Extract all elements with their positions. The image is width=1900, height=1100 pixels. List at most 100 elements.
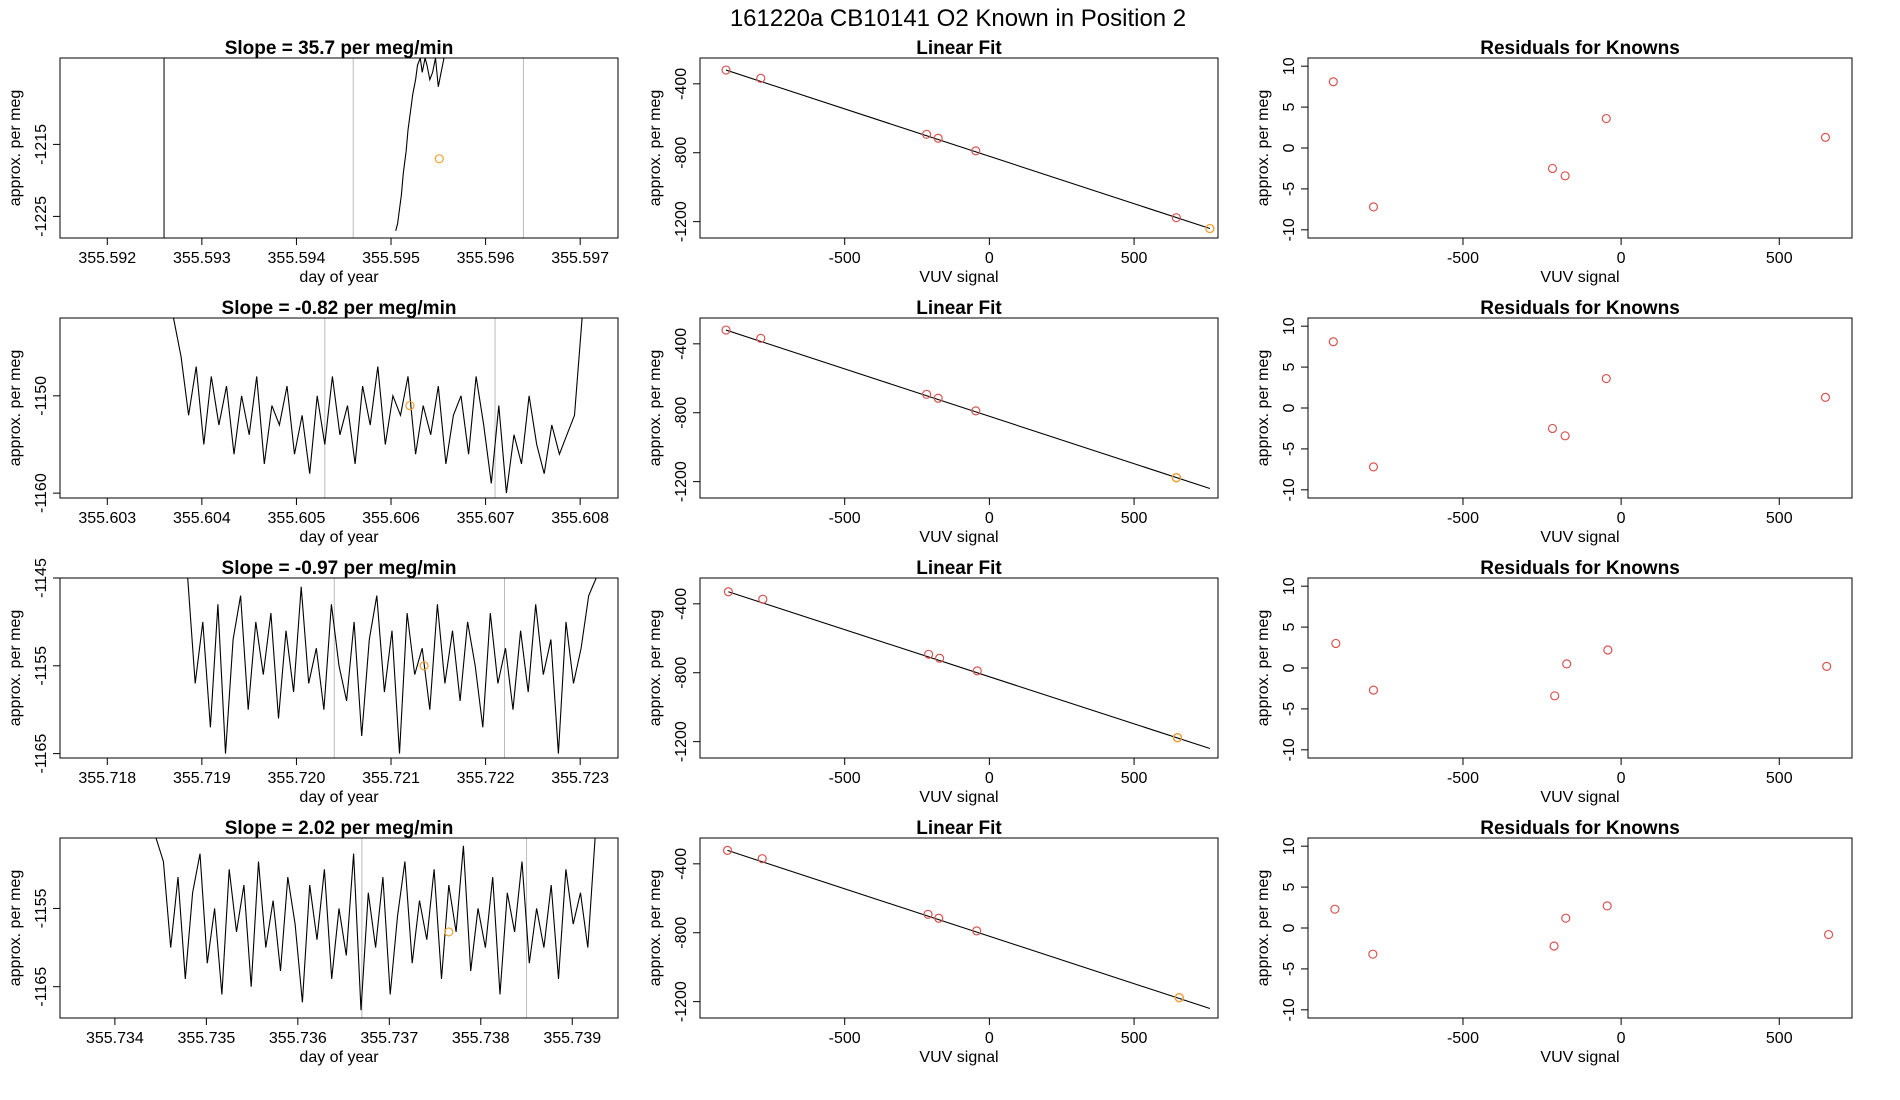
res-title: Residuals for Knowns (1480, 38, 1680, 59)
residual-point (1328, 77, 1338, 87)
plot-area (1328, 337, 1831, 472)
y-tick-label: 5 (1281, 883, 1298, 892)
x-tick-label: 500 (1766, 250, 1793, 267)
plot-frame (59, 577, 619, 759)
plot-area (722, 845, 1211, 1010)
x-axis-label: VUV signal (1540, 529, 1619, 546)
plot-frame (1307, 57, 1853, 239)
x-tick-label: 0 (985, 770, 994, 787)
fit-point (722, 845, 733, 856)
signal-series-line (187, 578, 597, 754)
x-tick-label: 355.722 (457, 770, 515, 787)
x-tick-label: 355.735 (177, 1030, 235, 1047)
x-tick-label: 500 (1121, 770, 1148, 787)
y-tick-label: -1200 (673, 201, 690, 242)
residual-point (1603, 645, 1613, 655)
x-tick-label: 0 (985, 250, 994, 267)
fit-panel-2: Linear Fit -500 0 500 -400 -800 -1200 VUV signa… (647, 558, 1219, 806)
res-title: Residuals for Knowns (1480, 558, 1680, 579)
x-tick-label: 355.736 (269, 1030, 327, 1047)
res-title: Residuals for Knowns (1480, 298, 1680, 319)
fit-line (727, 849, 1211, 1010)
x-tick-label: 355.592 (78, 250, 136, 267)
fit-point (972, 666, 982, 676)
fit-panel-0: Linear Fit -500 0 500 -400 -800 -1200 VUV signa… (647, 38, 1219, 286)
fit-point (924, 649, 934, 659)
x-tick-label: 355.593 (173, 250, 231, 267)
res-panel-2: Residuals for Knowns -500 0 500 10 5 0 -5 -10 VUV… (1255, 558, 1853, 806)
fit-point (934, 913, 944, 923)
x-tick-label: 0 (1617, 510, 1626, 527)
y-axis-label: approx. per meg (7, 350, 24, 467)
fit-highlight-point (1171, 473, 1181, 483)
y-tick-label: -10 (1281, 218, 1298, 241)
fit-title: Linear Fit (916, 558, 1002, 579)
y-axis-label: approx. per meg (647, 610, 664, 727)
x-axis-label: day of year (299, 529, 379, 546)
fit-title: Linear Fit (916, 818, 1002, 839)
residual-point (1602, 901, 1612, 911)
x-tick-label: 355.595 (362, 250, 420, 267)
y-tick-label: -1200 (673, 981, 690, 1022)
x-tick-label: 355.603 (78, 510, 136, 527)
residual-point (1561, 913, 1571, 923)
x-tick-label: 500 (1121, 1030, 1148, 1047)
y-tick-label: -5 (1281, 442, 1298, 456)
residual-point (1560, 431, 1570, 441)
x-tick-label: 355.718 (78, 770, 136, 787)
y-tick-label: 10 (1281, 57, 1298, 75)
y-tick-label: 10 (1281, 317, 1298, 335)
x-axis-label: VUV signal (1540, 1049, 1619, 1066)
residual-point (1328, 337, 1338, 347)
ts-title: Slope = -0.82 per meg/min (222, 298, 457, 319)
plot-area (1331, 638, 1832, 701)
plot-frame (59, 837, 619, 1019)
x-axis-label: VUV signal (919, 529, 998, 546)
ts-panel-3: Slope = 2.02 per meg/min 355.734 355.735 35… (7, 818, 619, 1066)
x-axis-label: VUV signal (919, 1049, 998, 1066)
residual-point (1368, 202, 1379, 212)
y-tick-label: -400 (673, 848, 690, 880)
x-axis-label: VUV signal (1540, 269, 1619, 286)
x-tick-label: 355.719 (173, 770, 231, 787)
plot-area (187, 578, 597, 758)
residual-point (1560, 171, 1570, 181)
y-axis-label: approx. per meg (7, 610, 24, 727)
plot-frame (699, 837, 1219, 1019)
known-marker-point (405, 400, 415, 411)
fit-point (923, 909, 933, 919)
residual-point (1601, 373, 1611, 384)
plot-frame (699, 577, 1219, 759)
fit-title: Linear Fit (916, 38, 1002, 59)
fit-line (725, 69, 1211, 230)
x-tick-label: 500 (1121, 250, 1148, 267)
y-tick-label: -800 (673, 137, 690, 169)
fit-point (1171, 213, 1181, 223)
fit-point (921, 389, 932, 399)
x-axis-label: VUV signal (919, 789, 998, 806)
residual-point (1601, 113, 1611, 124)
plot-frame (1307, 577, 1853, 759)
y-axis-label: approx. per meg (1255, 610, 1272, 727)
fit-line (725, 329, 1211, 490)
residual-point (1368, 949, 1378, 959)
x-tick-label: 355.606 (362, 510, 420, 527)
y-axis-label: approx. per meg (1255, 90, 1272, 207)
y-axis-label: approx. per meg (647, 90, 664, 207)
known-marker-point (444, 927, 454, 937)
fit-point (933, 393, 943, 403)
x-tick-label: 355.608 (551, 510, 609, 527)
x-tick-label: 355.597 (551, 250, 609, 267)
plot-frame (1307, 837, 1853, 1019)
x-tick-label: 0 (1617, 770, 1626, 787)
y-tick-label: -400 (673, 68, 690, 100)
x-tick-label: 355.596 (457, 250, 515, 267)
y-tick-label: -5 (1281, 702, 1298, 716)
x-tick-label: 355.734 (86, 1030, 144, 1047)
x-tick-label: 0 (1617, 250, 1626, 267)
y-tick-label: 10 (1281, 837, 1298, 855)
y-tick-label: -1150 (33, 376, 50, 416)
x-tick-label: 355.738 (452, 1030, 510, 1047)
y-tick-label: 0 (1281, 663, 1298, 672)
